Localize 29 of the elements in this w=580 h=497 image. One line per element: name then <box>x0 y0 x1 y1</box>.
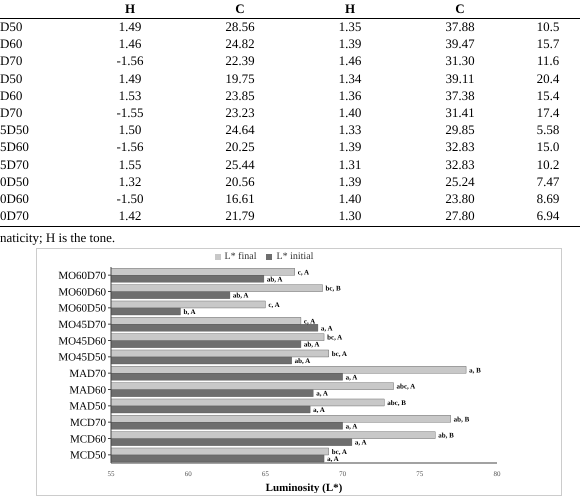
y-tick-label: MO60D50 <box>58 302 106 315</box>
y-tick-label: MO45D70 <box>58 319 106 332</box>
y-tick-label: MO45D60 <box>58 335 106 348</box>
text: D50 1.49 28.56 1.35 37.88 10.5 <box>0 19 560 34</box>
text: H C H C <box>124 1 465 16</box>
text: D70 -1.55 23.23 1.40 31.41 17.4 <box>0 105 560 120</box>
y-tick-label: MCD70 <box>70 417 106 430</box>
text: 5D50 1.50 24.64 1.33 29.85 5.58 <box>0 122 560 138</box>
text: D60 1.53 23.85 1.36 37.38 15.4 <box>0 88 560 103</box>
text: 5D60 -1.56 20.25 1.39 32.83 15.0 <box>0 139 560 154</box>
text: 0D70 1.42 21.79 1.30 27.80 6.94 <box>0 208 560 224</box>
y-tick-label: MO45D50 <box>58 352 106 364</box>
text: 0D50 1.32 20.56 1.39 25.24 7.47 <box>0 174 560 189</box>
text: D60 1.46 24.82 1.39 39.47 15.7 <box>0 36 560 52</box>
y-tick-label: MCD50 <box>70 450 106 462</box>
text: 0D60 -1.50 16.61 1.40 23.80 8.69 <box>0 191 560 206</box>
y-tick-label: MAD70 <box>69 368 106 380</box>
y-tick-label: MO60D70 <box>58 270 106 282</box>
text: D50 1.49 19.75 1.34 39.11 20.4 <box>0 70 560 86</box>
text: D70 -1.56 22.39 1.46 31.30 11.6 <box>0 53 560 68</box>
y-tick-label: MCD60 <box>70 433 106 446</box>
y-tick-label: MAD50 <box>69 400 106 413</box>
x-axis-title: Luminosity (L*) <box>266 482 343 494</box>
text: naticity; H is the tone. <box>0 230 116 246</box>
text: 5D70 1.55 25.44 1.31 32.83 10.2 <box>0 156 560 172</box>
legend-label: L* final <box>224 251 256 262</box>
legend-label: L* initial <box>276 251 314 262</box>
y-tick-label: MO60D60 <box>58 286 106 298</box>
y-tick-label: MAD60 <box>69 384 106 396</box>
